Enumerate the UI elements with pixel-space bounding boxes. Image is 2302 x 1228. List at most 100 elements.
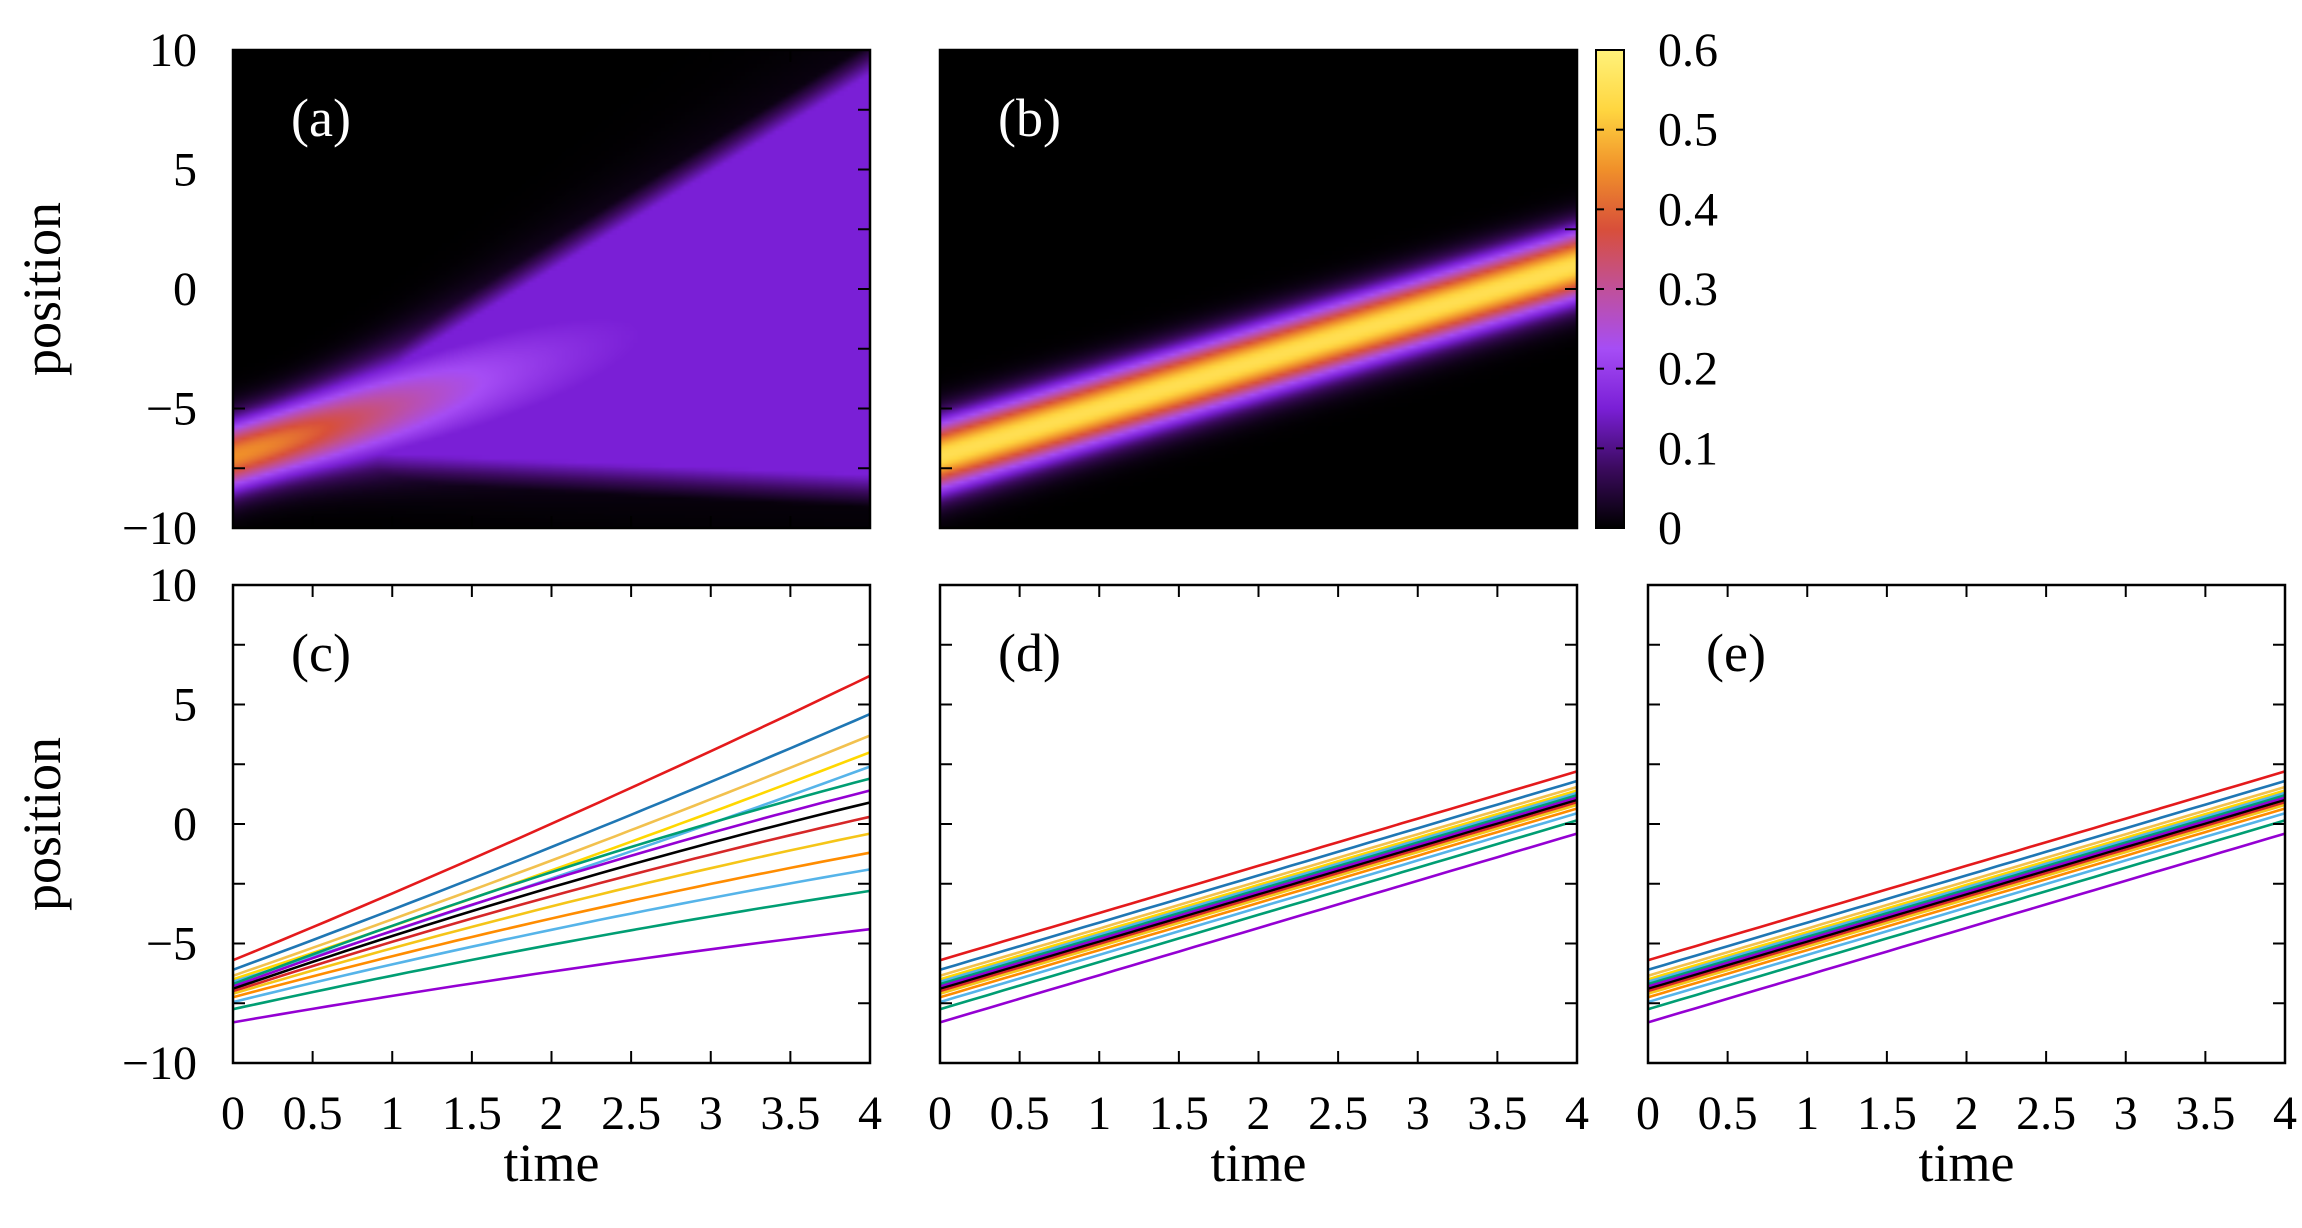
- trajectory-d-traj-12: [939, 811, 1578, 1004]
- x-tick-label: 4: [858, 1087, 882, 1140]
- trajectory-c-traj-12: [232, 868, 871, 1004]
- trajectory-e-traj-7: [1647, 796, 2286, 988]
- trajectory-c-traj-2: [232, 712, 871, 972]
- colorbar-tick-label: 0.5: [1658, 104, 1718, 157]
- y-axis-label: position: [12, 737, 72, 911]
- trajectory-c-traj-9: [232, 815, 871, 993]
- trajectory-d-traj-1: [939, 770, 1578, 962]
- panel-label-d: (d): [998, 623, 1061, 683]
- x-tick-label: 0: [1636, 1087, 1660, 1140]
- x-tick-label: 1.5: [1857, 1087, 1917, 1140]
- x-tick-label: 1: [380, 1087, 404, 1140]
- trajectory-layer: [232, 674, 2286, 1024]
- panel-label-a: (a): [291, 88, 351, 148]
- x-tick-label: 3: [699, 1087, 723, 1140]
- trajectory-d-traj-2: [939, 779, 1578, 972]
- y-tick-label: 10: [149, 24, 197, 77]
- x-tick-label: 1.5: [442, 1087, 502, 1140]
- x-tick-label: 1: [1087, 1087, 1111, 1140]
- x-tick-label: 3.5: [1467, 1087, 1527, 1140]
- heatmap-b: [940, 50, 1577, 528]
- x-axis-label: time: [1919, 1133, 2015, 1193]
- x-tick-label: 3.5: [760, 1087, 820, 1140]
- y-tick-label: 5: [173, 679, 197, 732]
- trajectory-d-traj-6: [939, 794, 1578, 986]
- x-tick-label: 0: [928, 1087, 952, 1140]
- x-axis-label: time: [1211, 1133, 1307, 1193]
- x-tick-label: 0.5: [1698, 1087, 1758, 1140]
- colorbar-tick-label: 0.4: [1658, 183, 1718, 236]
- trajectory-c-traj-14: [232, 927, 871, 1024]
- trajectory-e-traj-10: [1647, 803, 2286, 995]
- trajectory-e-traj-9: [1647, 801, 2286, 993]
- trajectory-c-traj-13: [232, 889, 871, 1011]
- x-tick-label: 2.5: [601, 1087, 661, 1140]
- trajectory-e-traj-1: [1647, 770, 2286, 962]
- x-tick-label: 2.5: [1308, 1087, 1368, 1140]
- trajectory-d-traj-11: [939, 807, 1578, 999]
- trajectory-d-traj-13: [939, 819, 1578, 1011]
- y-tick-label: −10: [122, 502, 197, 555]
- y-tick-label: 0: [173, 263, 197, 316]
- x-tick-label: 3.5: [2175, 1087, 2235, 1140]
- trajectory-e-traj-2: [1647, 779, 2286, 972]
- trajectory-c-traj-3: [232, 734, 871, 978]
- x-tick-label: 4: [2273, 1087, 2297, 1140]
- colorbar: 0.6 0.5 0.4 0.3 0.2 0.1 0: [1595, 24, 1718, 555]
- y-axis-label: position: [12, 202, 72, 376]
- x-axis-label: time: [504, 1133, 600, 1193]
- panel-label-b: (b): [998, 88, 1061, 148]
- x-tick-label: 2: [540, 1087, 564, 1140]
- heatmap-layer: [233, 50, 1577, 528]
- y-tick-label: −5: [146, 918, 197, 971]
- colorbar-tick-label: 0.1: [1658, 422, 1718, 475]
- x-tick-label: 3: [1406, 1087, 1430, 1140]
- trajectory-d-traj-7: [939, 796, 1578, 988]
- panel-label-c: (c): [291, 623, 351, 683]
- y-tick-label: −10: [122, 1037, 197, 1090]
- panel-label-e: (e): [1706, 623, 1766, 683]
- x-tick-label: 1: [1795, 1087, 1819, 1140]
- y-tick-label: −5: [146, 383, 197, 436]
- trajectory-e-traj-13: [1647, 819, 2286, 1011]
- y-tick-label: 0: [173, 798, 197, 851]
- colorbar-tick-label: 0.2: [1658, 343, 1718, 396]
- trajectory-d-traj-10: [939, 803, 1578, 995]
- trajectory-c-traj-10: [232, 832, 871, 995]
- colorbar-tick-label: 0: [1658, 502, 1682, 555]
- trajectory-d-traj-9: [939, 801, 1578, 993]
- trajectory-e-traj-6: [1647, 794, 2286, 986]
- x-tick-label: 2: [1955, 1087, 1979, 1140]
- trajectory-c-traj-6: [232, 777, 871, 986]
- trajectory-e-traj-5: [1647, 791, 2286, 983]
- x-tick-label: 2.5: [2016, 1087, 2076, 1140]
- trajectory-d-traj-14: [939, 832, 1578, 1024]
- trajectory-d-traj-8: [939, 798, 1578, 991]
- x-tick-label: 2: [1247, 1087, 1271, 1140]
- trajectory-c-traj-8: [232, 801, 871, 991]
- x-tick-label: 0: [221, 1087, 245, 1140]
- trajectory-d-traj-3: [939, 785, 1578, 978]
- heatmap-a: [233, 50, 870, 528]
- trajectory-e-traj-4: [1647, 789, 2286, 981]
- x-tick-label: 0.5: [990, 1087, 1050, 1140]
- trajectory-e-traj-12: [1647, 811, 2286, 1004]
- x-tick-label: 1.5: [1149, 1087, 1209, 1140]
- tick-marks: [232, 49, 2286, 1064]
- trajectory-c-traj-1: [232, 674, 871, 962]
- x-tick-label: 4: [1565, 1087, 1589, 1140]
- x-tick-label: 3: [2114, 1087, 2138, 1140]
- trajectory-e-traj-14: [1647, 832, 2286, 1024]
- trajectory-e-traj-8: [1647, 798, 2286, 991]
- trajectory-e-traj-3: [1647, 785, 2286, 978]
- trajectory-d-traj-4: [939, 789, 1578, 981]
- trajectory-c-traj-7: [232, 789, 871, 988]
- x-tick-label: 0.5: [283, 1087, 343, 1140]
- colorbar-tick-label: 0.3: [1658, 263, 1718, 316]
- y-tick-label: 5: [173, 144, 197, 197]
- colorbar-tick-label: 0.6: [1658, 24, 1718, 77]
- trajectory-c-traj-11: [232, 851, 871, 999]
- trajectory-e-traj-11: [1647, 807, 2286, 999]
